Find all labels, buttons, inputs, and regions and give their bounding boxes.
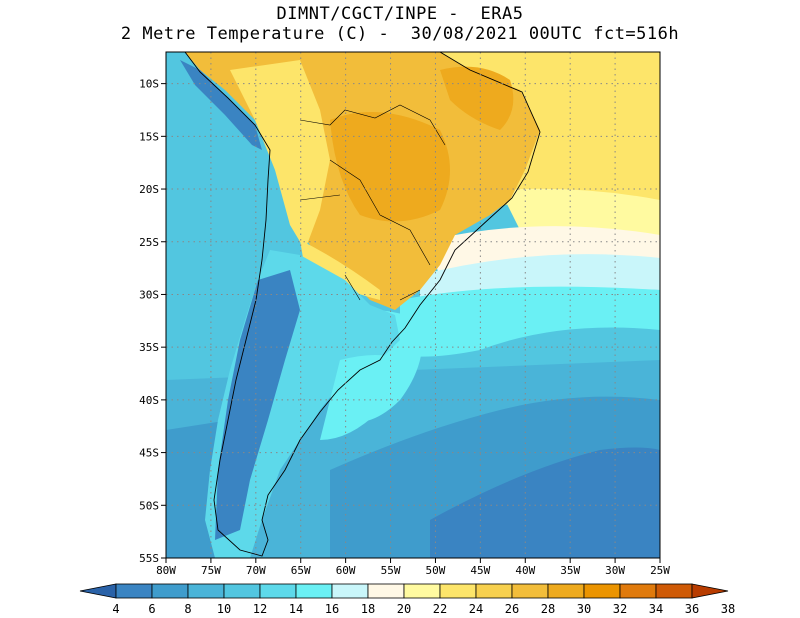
colorbar-label: 12	[253, 602, 267, 616]
colorbar-label: 16	[325, 602, 339, 616]
lat-tick-label: 55S	[139, 552, 159, 565]
lon-tick-label: 25W	[650, 564, 670, 577]
colorbar-swatch	[295, 583, 333, 599]
lon-tick-label: 80W	[156, 564, 176, 577]
colorbar-swatch	[403, 583, 441, 599]
lon-tick-label: 55W	[381, 564, 401, 577]
lon-tick-label: 70W	[246, 564, 266, 577]
lon-tick-label: 30W	[605, 564, 625, 577]
longitude-axis: 80W 75W 70W 65W 60W 55W 50W 45W 40W 35W 30W 25W	[156, 558, 670, 577]
colorbar-swatch	[259, 583, 297, 599]
colorbar-label: 36	[685, 602, 699, 616]
colorbar-label: 32	[613, 602, 627, 616]
colorbar-swatch	[583, 583, 621, 599]
colorbar-label: 14	[289, 602, 303, 616]
lat-tick-label: 40S	[139, 394, 159, 407]
lat-tick-label: 50S	[139, 499, 159, 512]
lon-tick-label: 75W	[201, 564, 221, 577]
colorbar: 4 6 8 10 12 14 16 18 20 22 24 26 28 30 32 34 36 38	[79, 583, 735, 616]
colorbar-label: 30	[577, 602, 591, 616]
map-field	[166, 52, 660, 558]
lat-tick-label: 20S	[139, 183, 159, 196]
lon-tick-label: 60W	[336, 564, 356, 577]
colorbar-swatch	[115, 583, 153, 599]
colorbar-label: 8	[184, 602, 191, 616]
lat-tick-label: 10S	[139, 78, 159, 91]
lon-tick-label: 45W	[470, 564, 490, 577]
colorbar-min-arrow	[79, 583, 117, 599]
lat-tick-label: 15S	[139, 130, 159, 143]
colorbar-swatch	[367, 583, 405, 599]
figure-title-line2: 2 Metre Temperature (C) - 30/08/2021 00U…	[120, 24, 680, 44]
map-frame	[165, 51, 661, 559]
colorbar-label: 10	[217, 602, 231, 616]
lat-tick-label: 35S	[139, 341, 159, 354]
colorbar-swatch	[511, 583, 549, 599]
colorbar-swatch	[547, 583, 585, 599]
colorbar-label: 4	[112, 602, 119, 616]
colorbar-label: 24	[469, 602, 483, 616]
colorbar-label: 28	[541, 602, 555, 616]
lat-tick-label: 45S	[139, 447, 159, 460]
colorbar-swatch	[655, 583, 693, 599]
lat-tick-label: 25S	[139, 236, 159, 249]
colorbar-label: 26	[505, 602, 519, 616]
colorbar-swatch	[223, 583, 261, 599]
figure-title-line1: DIMNT/CGCT/INPE - ERA5	[276, 4, 524, 24]
colorbar-label: 38	[721, 602, 735, 616]
colorbar-swatch	[619, 583, 657, 599]
colorbar-label: 6	[148, 602, 155, 616]
colorbar-swatch	[475, 583, 513, 599]
lon-tick-label: 35W	[560, 564, 580, 577]
latitude-axis: 10S 15S 20S 25S 30S 35S 40S 45S 50S 55S	[139, 78, 166, 565]
colorbar-swatch	[151, 583, 189, 599]
map-gridlines	[166, 52, 660, 558]
colorbar-swatch	[187, 583, 225, 599]
lon-tick-label: 65W	[291, 564, 311, 577]
colorbar-label: 20	[397, 602, 411, 616]
colorbar-swatch	[331, 583, 369, 599]
colorbar-swatch	[439, 583, 477, 599]
lat-tick-label: 30S	[139, 288, 159, 301]
colorbar-label: 18	[361, 602, 375, 616]
lon-tick-label: 50W	[426, 564, 446, 577]
colorbar-max-arrow	[691, 583, 729, 599]
colorbar-label: 22	[433, 602, 447, 616]
lon-tick-label: 40W	[515, 564, 535, 577]
colorbar-label: 34	[649, 602, 663, 616]
